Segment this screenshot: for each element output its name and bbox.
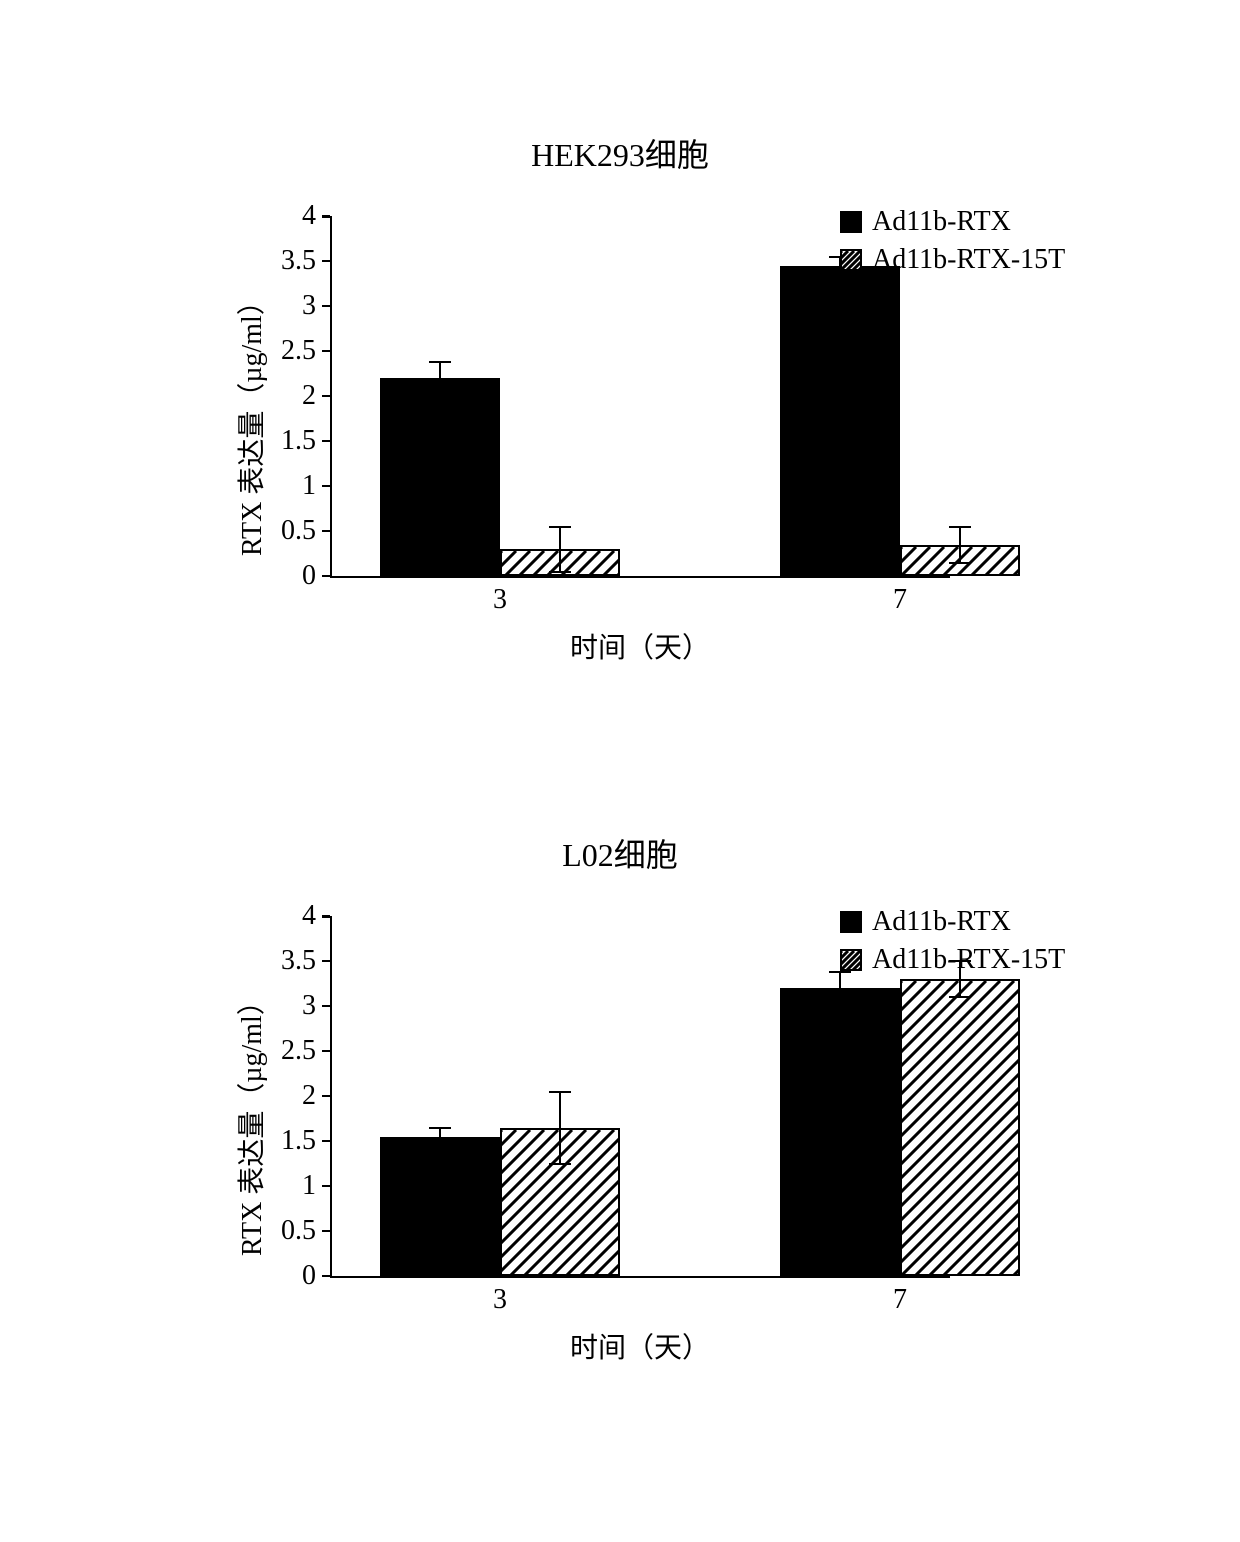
legend-swatch-solid [840, 211, 862, 233]
x-tick-label: 3 [470, 584, 530, 616]
legend-label: Ad11b-RTX-15T [872, 244, 1065, 276]
x-tick-label: 7 [870, 1284, 930, 1316]
y-axis [330, 916, 332, 1276]
y-tick-label: 4 [260, 900, 316, 932]
error-cap [549, 526, 571, 528]
y-tick [322, 530, 330, 532]
error-cap [949, 526, 971, 528]
legend: Ad11b-RTX Ad11b-RTX-15T [840, 206, 1065, 282]
error-cap [429, 1145, 451, 1147]
error-bar [559, 527, 561, 572]
error-bar [959, 527, 961, 563]
plot-area: 00.511.522.533.54 RTX 表达量（µg/ml） 37 时间（天… [120, 896, 1120, 1376]
y-tick [322, 1230, 330, 1232]
page: HEK293细胞 00.511.522.533.54 RTX 表达量（µg/ml… [0, 0, 1240, 1542]
error-cap [429, 1127, 451, 1129]
legend-label: Ad11b-RTX-15T [872, 944, 1065, 976]
y-tick-label: 0 [260, 1260, 316, 1292]
bar [380, 1137, 500, 1277]
bar [900, 979, 1020, 1276]
y-axis [330, 216, 332, 576]
bar [780, 988, 900, 1276]
x-axis-label: 时间（天） [330, 1326, 950, 1366]
y-tick [322, 260, 330, 262]
error-cap [549, 571, 571, 573]
y-tick-label: 3.5 [260, 945, 316, 977]
y-axis-label: RTX 表达量（µg/ml） [230, 987, 270, 1256]
legend-item: Ad11b-RTX [840, 206, 1065, 238]
y-tick [322, 575, 330, 577]
y-tick [322, 1185, 330, 1187]
y-tick [322, 915, 330, 917]
y-tick [322, 305, 330, 307]
legend-label: Ad11b-RTX [872, 206, 1011, 238]
y-tick-label: 4 [260, 200, 316, 232]
y-tick-label: 3.5 [260, 245, 316, 277]
x-axis-label: 时间（天） [330, 626, 950, 666]
x-tick-label: 3 [470, 1284, 530, 1316]
error-bar [439, 362, 441, 394]
y-axis-label: RTX 表达量（µg/ml） [230, 287, 270, 556]
legend-item: Ad11b-RTX-15T [840, 244, 1065, 276]
chart-hek293: HEK293细胞 00.511.522.533.54 RTX 表达量（µg/ml… [0, 130, 1240, 676]
error-cap [549, 1091, 571, 1093]
error-bar [559, 1092, 561, 1164]
y-tick [322, 960, 330, 962]
plot-area: 00.511.522.533.54 RTX 表达量（µg/ml） 37 时间（天… [120, 196, 1120, 676]
x-axis [330, 1276, 950, 1278]
error-cap [949, 562, 971, 564]
legend-swatch-hatch [840, 949, 862, 971]
y-tick [322, 1140, 330, 1142]
y-tick [322, 395, 330, 397]
legend: Ad11b-RTX Ad11b-RTX-15T [840, 906, 1065, 982]
legend-item: Ad11b-RTX [840, 906, 1065, 938]
error-cap [429, 361, 451, 363]
chart-l02: L02细胞 00.511.522.533.54 RTX 表达量（µg/ml） 3… [0, 830, 1240, 1376]
y-tick [322, 1095, 330, 1097]
y-tick [322, 215, 330, 217]
y-tick [322, 1275, 330, 1277]
y-tick [322, 485, 330, 487]
x-tick-label: 7 [870, 584, 930, 616]
legend-swatch-solid [840, 911, 862, 933]
x-axis [330, 576, 950, 578]
legend-swatch-hatch [840, 249, 862, 271]
y-tick [322, 350, 330, 352]
y-tick [322, 1005, 330, 1007]
y-tick [322, 1050, 330, 1052]
legend-label: Ad11b-RTX [872, 906, 1011, 938]
legend-item: Ad11b-RTX-15T [840, 944, 1065, 976]
chart-title: L02细胞 [0, 830, 1240, 876]
error-cap [549, 1163, 571, 1165]
error-bar [439, 1128, 441, 1146]
error-cap [829, 1003, 851, 1005]
error-cap [429, 393, 451, 395]
error-cap [949, 996, 971, 998]
chart-title: HEK293细胞 [0, 130, 1240, 176]
bar [780, 266, 900, 577]
bar [380, 378, 500, 576]
y-tick [322, 440, 330, 442]
y-tick-label: 0 [260, 560, 316, 592]
